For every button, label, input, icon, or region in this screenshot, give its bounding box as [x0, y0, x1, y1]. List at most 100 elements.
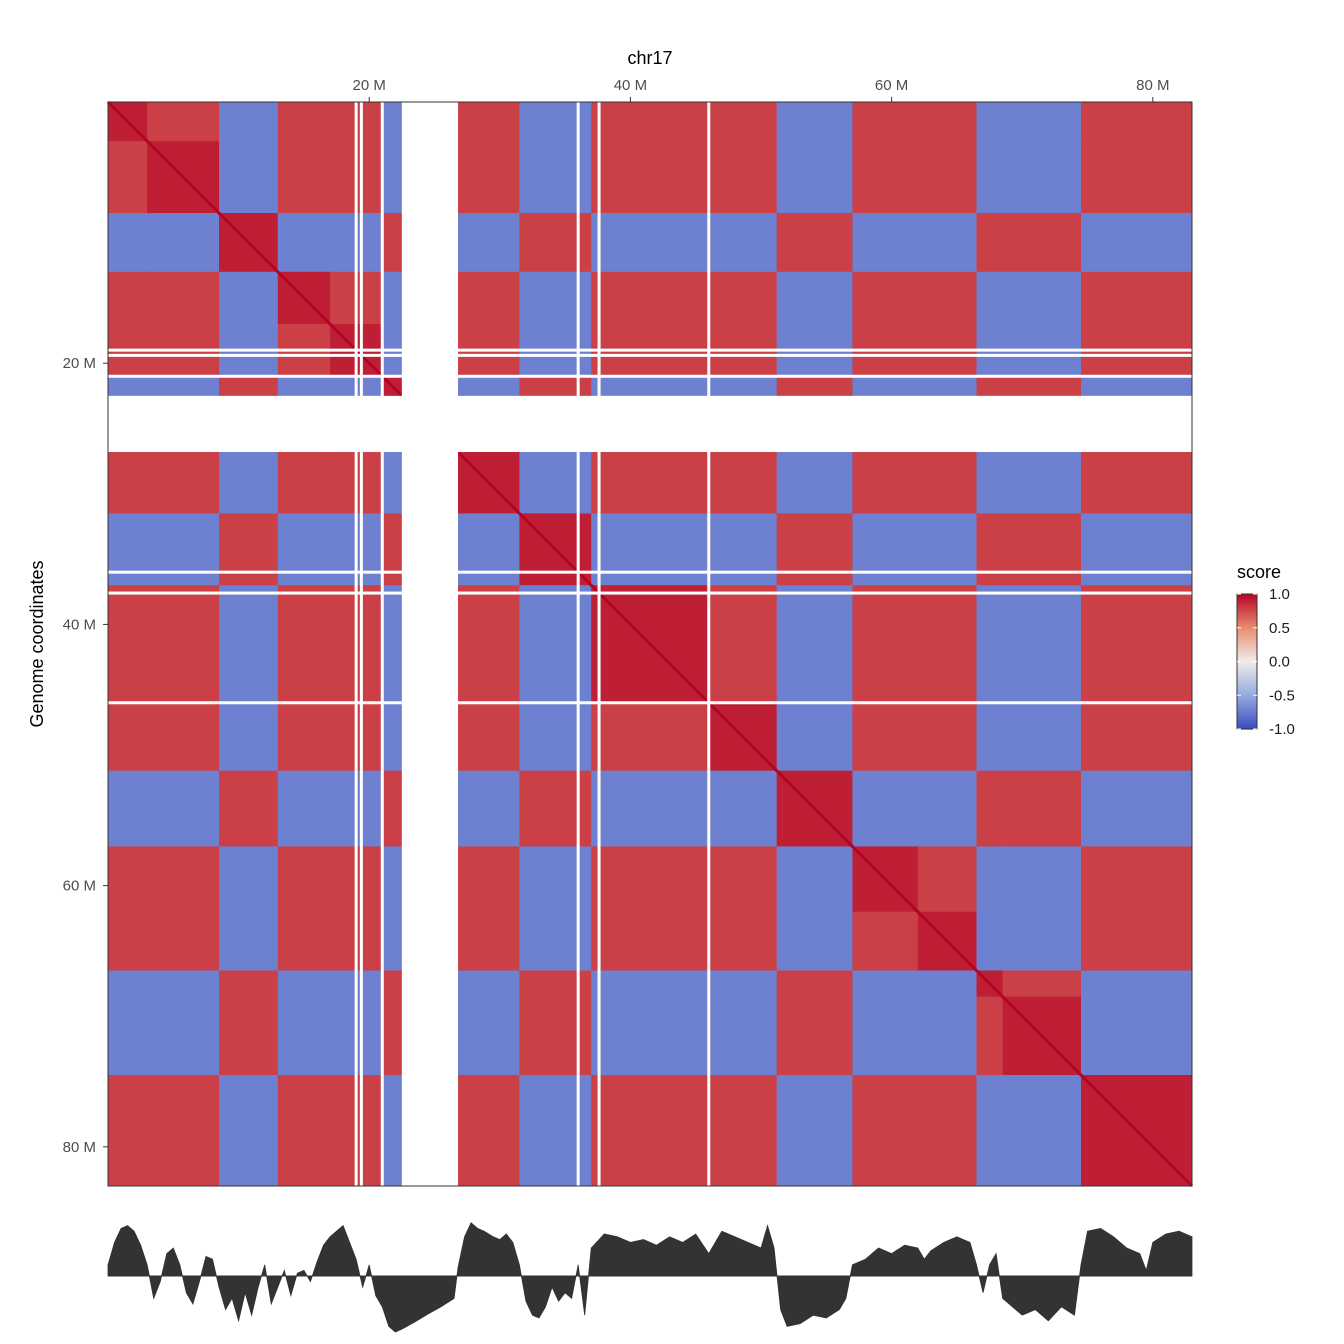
- heatmap-block: [458, 911, 520, 972]
- legend-color-step: [1237, 657, 1257, 660]
- heatmap-block: [519, 102, 592, 142]
- legend-color-step: [1237, 715, 1257, 719]
- heatmap-block: [458, 141, 520, 214]
- legend-color-step: [1237, 607, 1257, 611]
- heatmap-block: [1080, 452, 1193, 514]
- heatmap-block: [519, 585, 592, 704]
- legend-color-step: [1237, 648, 1257, 651]
- heatmap-block: [458, 271, 520, 325]
- empty-bins: [108, 102, 1192, 1186]
- heatmap-block: [147, 513, 220, 586]
- heatmap-block: [917, 1074, 978, 1187]
- heatmap-block: [108, 141, 148, 214]
- heatmap-block: [852, 702, 919, 772]
- heatmap-block: [917, 996, 978, 1076]
- legend-colorbar: [1236, 593, 1258, 730]
- legend-color-step: [1237, 708, 1257, 712]
- heatmap-block: [852, 996, 919, 1076]
- legend-color-step: [1237, 645, 1257, 649]
- legend-color-step: [1237, 668, 1257, 672]
- heatmap: [106, 100, 1194, 1188]
- legend-color-step: [1237, 612, 1257, 615]
- heatmap-block: [591, 452, 710, 514]
- heatmap-block: [1002, 970, 1082, 998]
- heatmap-block: [976, 585, 1004, 704]
- legend-color-step: [1237, 672, 1257, 676]
- heatmap-block: [1080, 585, 1193, 704]
- empty-band-vertical: [401, 102, 459, 1186]
- heatmap-block: [277, 911, 331, 972]
- heatmap-block: [147, 585, 220, 704]
- heatmap-block: [519, 911, 592, 972]
- heatmap-block: [917, 585, 978, 704]
- heatmap-block: [108, 1074, 148, 1187]
- heatmap-block: [1080, 213, 1193, 273]
- heatmap-block: [976, 452, 1004, 514]
- heatmap-block: [591, 213, 710, 273]
- thin-gap-vertical: [707, 102, 711, 1186]
- legend-color-step: [1237, 632, 1257, 636]
- heatmap-block: [219, 996, 279, 1076]
- heatmap-block: [1080, 102, 1193, 142]
- heatmap-block: [219, 141, 279, 214]
- heatmap-block: [1002, 513, 1082, 586]
- legend-label: 0.0: [1269, 654, 1290, 671]
- heatmap-block: [708, 846, 778, 913]
- thin-gap-horizontal: [108, 374, 1192, 378]
- heatmap-block: [458, 770, 520, 847]
- heatmap-block: [519, 141, 592, 214]
- heatmap-block: [708, 970, 778, 998]
- heatmap-block: [1002, 452, 1082, 514]
- heatmap-block: [917, 213, 978, 273]
- heatmap-block: [108, 271, 148, 325]
- heatmap-block: [219, 970, 279, 998]
- heatmap-block: [852, 970, 919, 998]
- heatmap-block: [776, 141, 853, 214]
- compartment-area: [107, 1222, 1193, 1333]
- heatmap-block: [976, 271, 1004, 325]
- heatmap-block: [519, 452, 592, 514]
- heatmap-block: [591, 911, 710, 972]
- heatmap-block: [976, 213, 1004, 273]
- legend-color-step: [1237, 711, 1257, 714]
- color-legend: score 1.0 0.5 0.0 -0.5 -1.0: [1236, 562, 1295, 738]
- legend-color-step: [1237, 704, 1257, 708]
- heatmap-block: [277, 452, 331, 514]
- y-axis-ticks: 20 M 40 M 60 M 80 M: [63, 355, 108, 1156]
- legend-color-step: [1237, 693, 1257, 696]
- legend-color-step: [1237, 614, 1257, 618]
- heatmap-block: [591, 1074, 710, 1187]
- heatmap-block: [277, 513, 331, 586]
- heatmap-block: [1080, 996, 1193, 1076]
- heatmap-block: [852, 1074, 919, 1187]
- heatmap-block: [976, 702, 1004, 772]
- heatmap-block: [776, 1074, 853, 1187]
- heatmap-block: [1002, 585, 1082, 704]
- heatmap-block: [108, 702, 148, 772]
- heatmap-block: [1002, 1074, 1082, 1187]
- y-tick-label: 40 M: [63, 616, 96, 633]
- heatmap-block: [458, 102, 520, 142]
- heatmap-block: [776, 513, 853, 586]
- heatmap-block: [852, 770, 919, 847]
- heatmap-block: [917, 970, 978, 998]
- legend-color-step: [1237, 618, 1257, 622]
- legend-color-step: [1237, 670, 1257, 674]
- heatmap-block: [519, 271, 592, 325]
- heatmap-block: [917, 770, 978, 847]
- thin-gap-vertical: [380, 102, 384, 1186]
- heatmap-block: [519, 996, 592, 1076]
- legend-color-step: [1237, 594, 1257, 597]
- heatmap-block: [1002, 846, 1082, 913]
- heatmap-block: [708, 513, 778, 586]
- heatmap-block: [776, 213, 853, 273]
- heatmap-block: [917, 846, 978, 913]
- heatmap-block: [976, 770, 1004, 847]
- heatmap-block: [219, 102, 279, 142]
- heatmap-block: [976, 846, 1004, 913]
- heatmap-block: [852, 271, 919, 325]
- legend-color-step: [1237, 720, 1257, 723]
- heatmap-block: [917, 141, 978, 214]
- legend-color-step: [1237, 697, 1257, 701]
- heatmap-block: [708, 102, 778, 142]
